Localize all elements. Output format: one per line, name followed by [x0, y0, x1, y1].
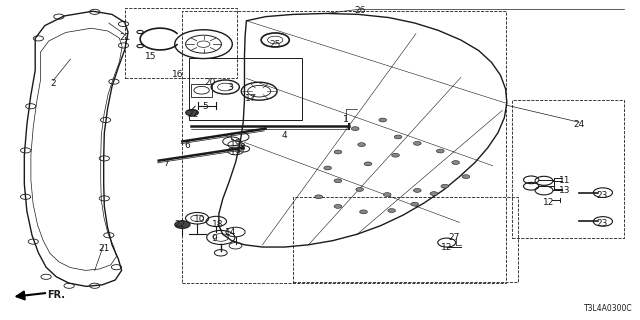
Circle shape [430, 192, 438, 196]
Text: 12: 12 [441, 244, 452, 252]
Text: 23: 23 [596, 191, 607, 200]
Text: 19: 19 [230, 148, 241, 157]
Text: 27: 27 [449, 233, 460, 242]
Text: 5: 5 [202, 102, 207, 111]
Text: 9: 9 [212, 234, 217, 243]
Circle shape [388, 209, 396, 212]
Text: 7: 7 [164, 159, 169, 168]
Text: 8: 8 [239, 143, 244, 152]
Circle shape [334, 204, 342, 208]
Text: 2: 2 [51, 79, 56, 88]
Circle shape [334, 179, 342, 183]
Text: 19: 19 [230, 139, 241, 148]
Text: 23: 23 [596, 220, 607, 228]
Text: FR.: FR. [47, 290, 65, 300]
Text: 10: 10 [194, 215, 205, 224]
Text: 26: 26 [354, 6, 365, 15]
Circle shape [351, 127, 359, 131]
Circle shape [441, 184, 449, 188]
Circle shape [324, 166, 332, 170]
Text: 22: 22 [175, 220, 186, 229]
Text: 4: 4 [282, 132, 287, 140]
Text: 15: 15 [145, 52, 156, 61]
Circle shape [334, 150, 342, 154]
Text: 24: 24 [573, 120, 585, 129]
Circle shape [413, 141, 421, 145]
Circle shape [379, 118, 387, 122]
Text: 12: 12 [543, 198, 555, 207]
Text: 1: 1 [343, 115, 348, 124]
Circle shape [186, 109, 198, 116]
Circle shape [452, 161, 460, 164]
Circle shape [175, 221, 190, 228]
Text: 17: 17 [245, 94, 257, 103]
Circle shape [462, 175, 470, 179]
Text: 25: 25 [269, 40, 281, 49]
Circle shape [413, 188, 421, 192]
Circle shape [315, 195, 323, 199]
Circle shape [436, 149, 444, 153]
Text: 11: 11 [559, 176, 570, 185]
Text: 22: 22 [188, 110, 199, 119]
Text: 6: 6 [185, 141, 190, 150]
Circle shape [411, 202, 419, 206]
Circle shape [392, 153, 399, 157]
Circle shape [364, 162, 372, 166]
Text: 13: 13 [559, 186, 570, 195]
Circle shape [394, 135, 402, 139]
Text: 21: 21 [98, 244, 109, 253]
Text: 18: 18 [212, 220, 223, 229]
Text: 16: 16 [172, 70, 184, 79]
Text: 3: 3 [228, 83, 233, 92]
Circle shape [356, 188, 364, 191]
Text: 14: 14 [225, 228, 236, 237]
Text: 21: 21 [119, 33, 131, 42]
Text: 20: 20 [204, 78, 216, 87]
Circle shape [360, 210, 367, 214]
Text: T3L4A0300C: T3L4A0300C [584, 304, 632, 313]
Circle shape [383, 193, 391, 196]
Circle shape [358, 143, 365, 147]
